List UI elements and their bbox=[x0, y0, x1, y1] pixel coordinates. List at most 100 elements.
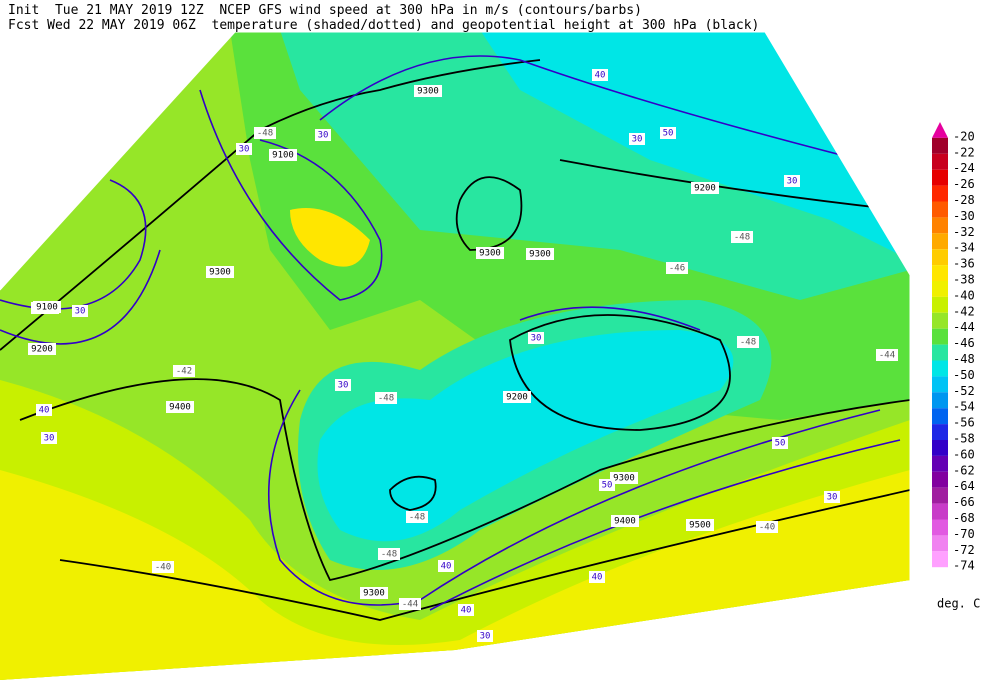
map-label: -46 bbox=[669, 264, 685, 274]
map-label-bg bbox=[589, 571, 605, 583]
map-label: 9200 bbox=[31, 345, 53, 355]
map-label: 9200 bbox=[506, 393, 528, 403]
map-label-bg bbox=[378, 548, 400, 560]
map-label-bg bbox=[166, 401, 194, 413]
header-line: Fcst Wed 22 MAY 2019 06Z temperature (sh… bbox=[8, 18, 759, 33]
colorbar-label: -66 bbox=[953, 495, 975, 509]
header-line: Init Tue 21 MAY 2019 12Z NCEP GFS wind s… bbox=[8, 3, 642, 18]
map-label: 40 bbox=[441, 562, 452, 572]
colorbar-box bbox=[932, 201, 948, 218]
colorbar-box bbox=[932, 265, 948, 281]
colorbar-box bbox=[932, 408, 948, 425]
map-label: 30 bbox=[239, 145, 250, 155]
map-label: -48 bbox=[734, 233, 750, 243]
colorbar-box bbox=[932, 233, 948, 250]
map-label: 9300 bbox=[363, 589, 385, 599]
map-label: 30 bbox=[632, 135, 643, 145]
colorbar-label: -40 bbox=[953, 288, 975, 302]
colorbar-label: -62 bbox=[953, 463, 975, 477]
map-label-bg bbox=[686, 519, 714, 531]
map-label: 9500 bbox=[689, 521, 711, 531]
colorbar-label: -28 bbox=[953, 193, 975, 207]
map-label-bg bbox=[458, 604, 474, 616]
map-label: 40 bbox=[595, 71, 606, 81]
map-label-bg bbox=[173, 365, 195, 377]
colorbar-label: -74 bbox=[953, 559, 975, 573]
colorbar-label: -52 bbox=[953, 384, 975, 398]
colorbar-box bbox=[932, 471, 948, 488]
map-label-bg bbox=[414, 85, 442, 97]
map-label: -42 bbox=[176, 367, 192, 377]
map-label: 40 bbox=[39, 406, 50, 416]
colorbar-box bbox=[932, 185, 948, 202]
colorbar-box bbox=[932, 153, 948, 170]
map-label: 9100 bbox=[272, 151, 294, 161]
map-label-bg bbox=[36, 404, 52, 416]
map-label-bg bbox=[737, 336, 759, 348]
map-label-bg bbox=[611, 515, 639, 527]
map-label-bg bbox=[28, 343, 56, 355]
map-label-bg bbox=[660, 127, 676, 139]
map-label-bg bbox=[772, 437, 788, 449]
colorbar-label: -34 bbox=[953, 241, 975, 255]
map-label: 40 bbox=[592, 573, 603, 583]
map-label: 30 bbox=[480, 632, 491, 642]
colorbar-box bbox=[932, 424, 948, 440]
colorbar-box bbox=[932, 376, 948, 393]
map-border bbox=[0, 31, 911, 580]
colorbar-box bbox=[932, 392, 948, 409]
colorbar-label: -64 bbox=[953, 479, 975, 493]
colorbar-label: -36 bbox=[953, 257, 975, 271]
map-label: -48 bbox=[378, 394, 394, 404]
colorbar-label: -24 bbox=[953, 161, 975, 175]
colorbar-box bbox=[932, 249, 948, 266]
colorbar-label: -46 bbox=[953, 336, 975, 350]
colorbar-label: -26 bbox=[953, 177, 975, 191]
map-label: -44 bbox=[402, 600, 418, 610]
map-label-bg bbox=[206, 266, 234, 278]
colorbar-label: -38 bbox=[953, 273, 975, 287]
colorbar-box bbox=[932, 551, 948, 568]
colorbar-label: -48 bbox=[953, 352, 975, 366]
map-label: -48 bbox=[381, 550, 397, 560]
map-label-bg bbox=[33, 301, 61, 313]
colorbar-box bbox=[932, 440, 948, 456]
map-label-bg bbox=[399, 598, 421, 610]
map-label: -48 bbox=[409, 513, 425, 523]
map-label: 9300 bbox=[529, 250, 551, 260]
map-label: 40 bbox=[461, 606, 472, 616]
map-label: 9100 bbox=[36, 303, 58, 313]
map-label: 50 bbox=[775, 439, 786, 449]
map-label: 9300 bbox=[613, 474, 635, 484]
colorbar-label: -42 bbox=[953, 304, 975, 318]
colorbar-box bbox=[932, 217, 948, 234]
map-label-bg bbox=[315, 129, 331, 141]
map-label-bg bbox=[691, 182, 719, 194]
map-label-bg bbox=[375, 392, 397, 404]
colorbar-label: -70 bbox=[953, 527, 975, 541]
map-label-bg bbox=[360, 587, 388, 599]
map-label-bg bbox=[599, 479, 615, 491]
colorbar-label: -72 bbox=[953, 543, 975, 557]
map-label-bg bbox=[629, 133, 645, 145]
map-label: 9300 bbox=[417, 87, 439, 97]
map-label-bg bbox=[526, 248, 554, 260]
colorbar-label: -32 bbox=[953, 225, 975, 239]
colorbar-label: -44 bbox=[953, 320, 975, 334]
map-label-bg bbox=[269, 149, 297, 161]
colorbar-label: -68 bbox=[953, 511, 975, 525]
colorbar-box bbox=[932, 281, 948, 297]
map-label: -40 bbox=[155, 563, 171, 573]
colorbar-box bbox=[932, 344, 948, 361]
colorbar-arrow bbox=[932, 122, 948, 138]
colorbar-box bbox=[932, 487, 948, 504]
map-label: -48 bbox=[257, 129, 273, 139]
map-label: 30 bbox=[44, 434, 55, 444]
map-label-bg bbox=[406, 511, 428, 523]
map-label-bg bbox=[528, 332, 544, 344]
colorbar-box bbox=[932, 328, 948, 345]
colorbar-box bbox=[932, 169, 948, 186]
map-label-bg bbox=[335, 379, 351, 391]
